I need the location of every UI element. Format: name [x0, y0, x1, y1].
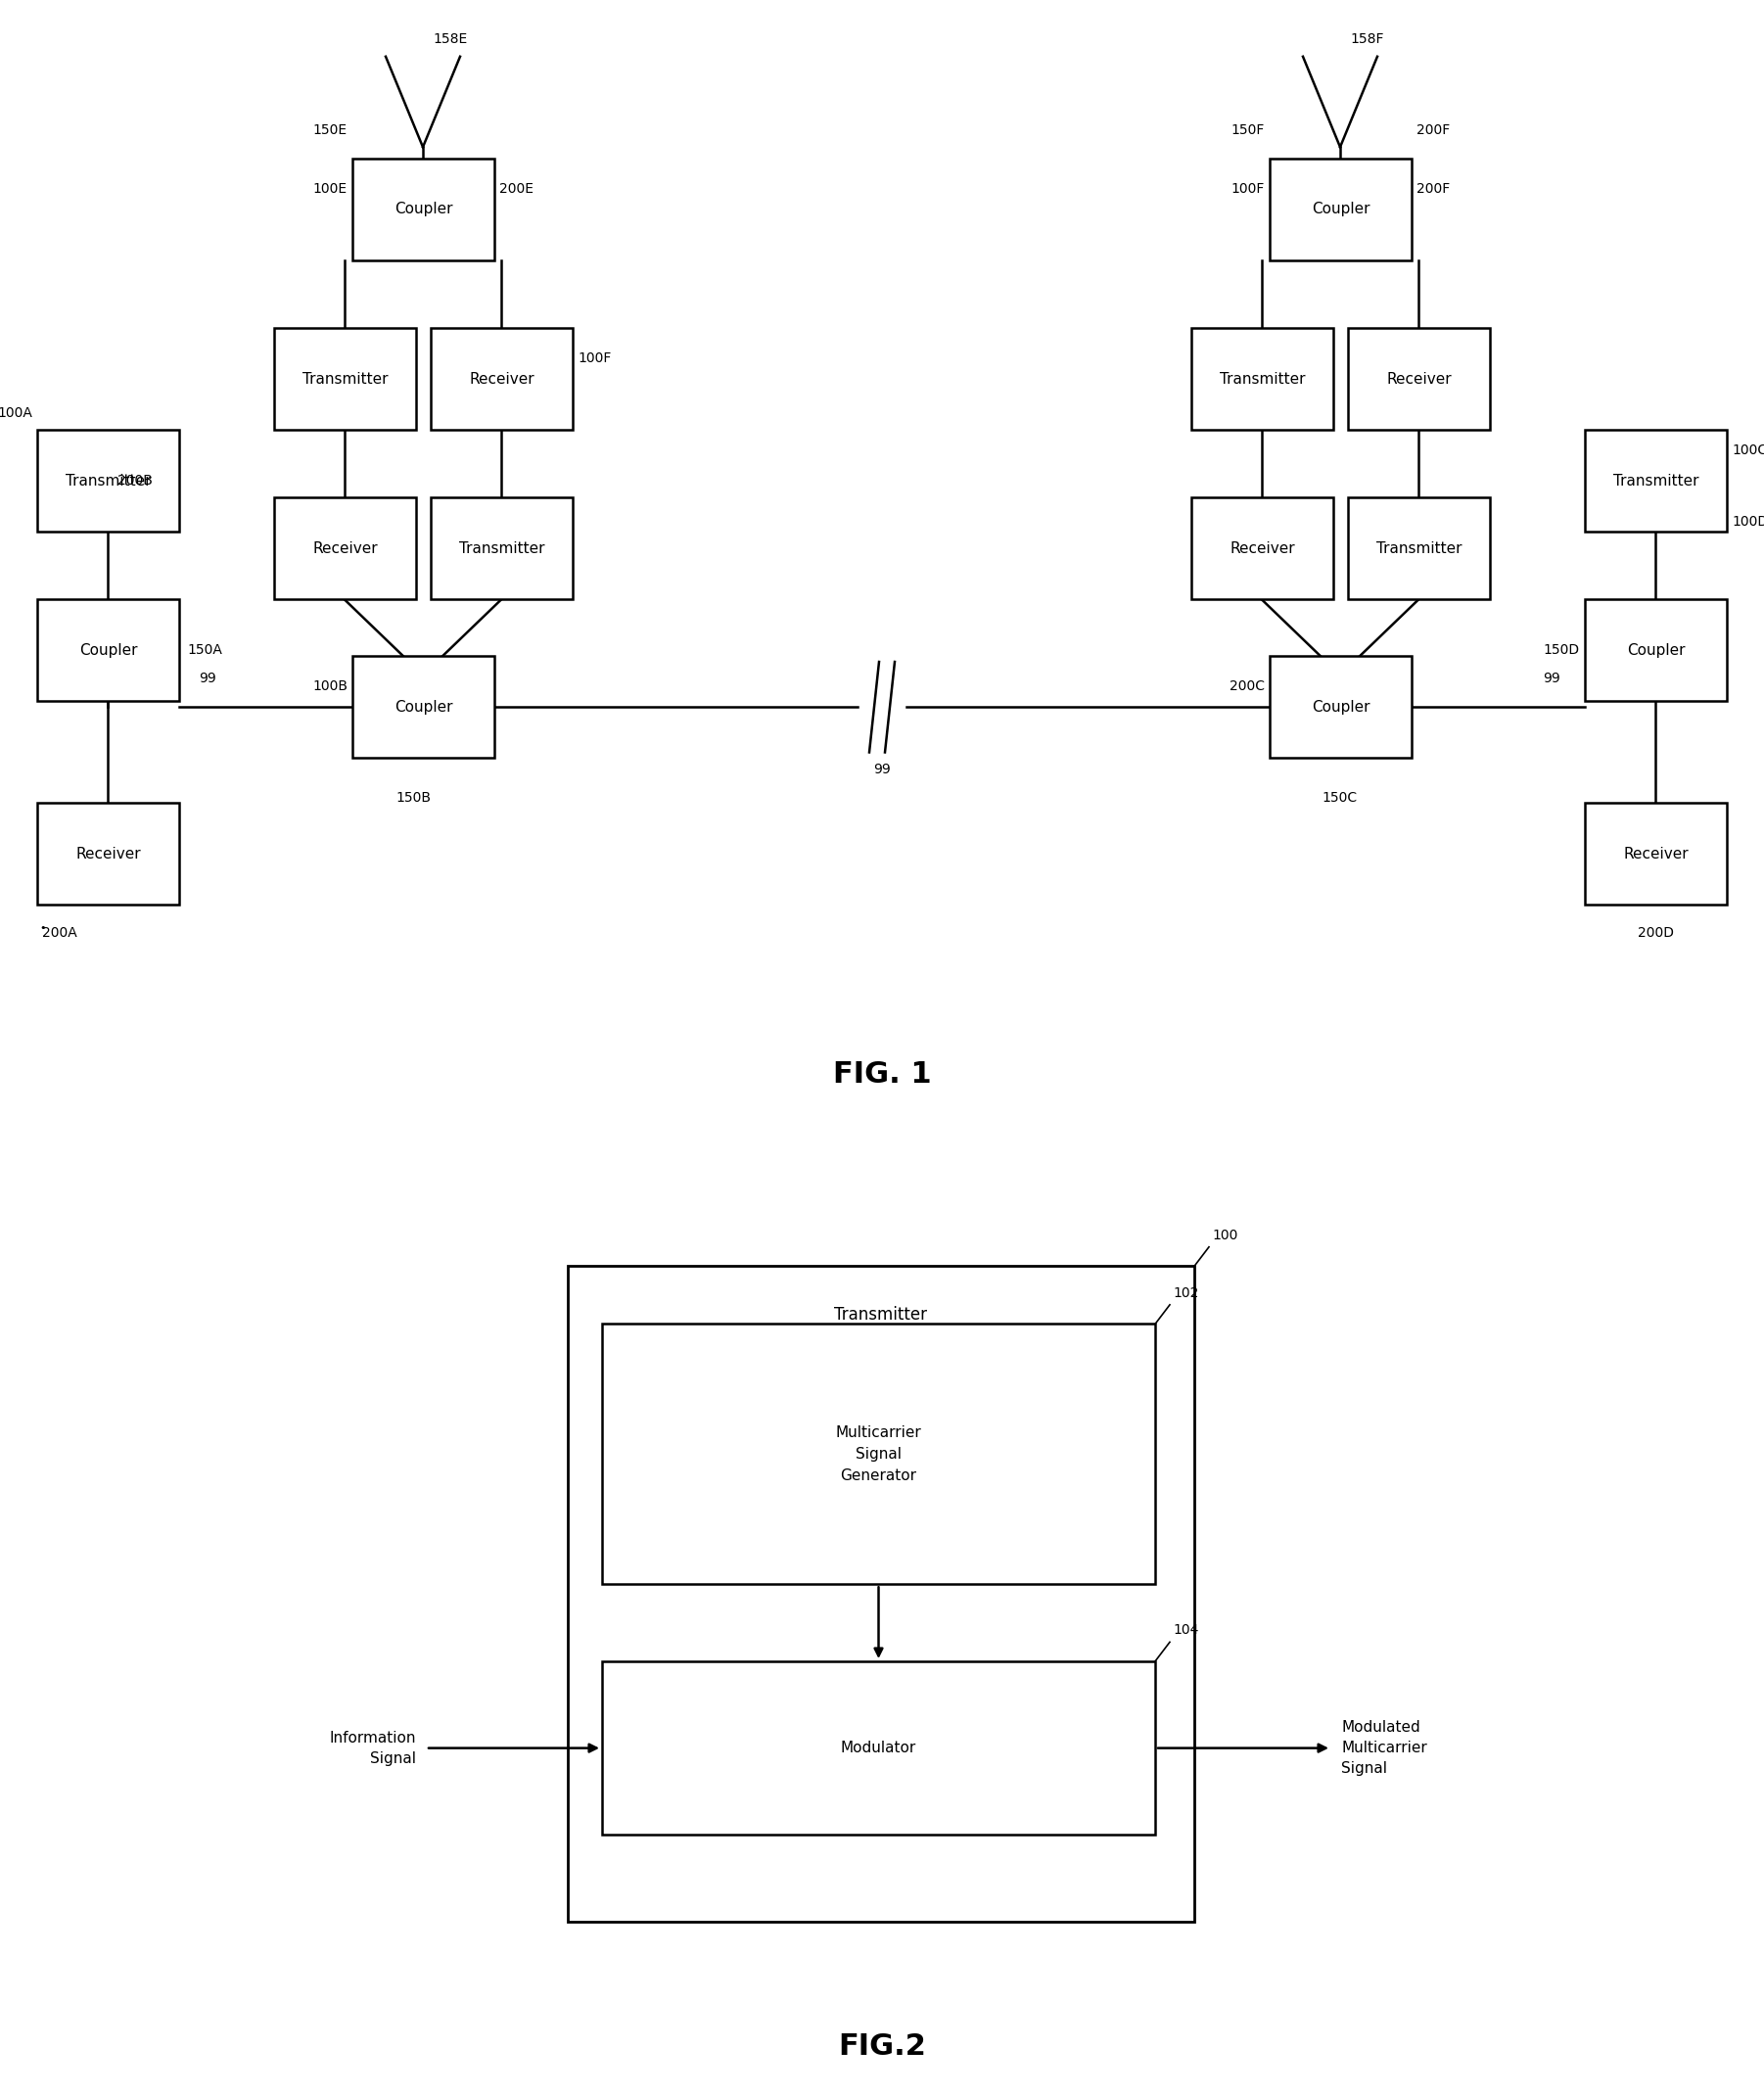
Text: 100F: 100F [577, 352, 610, 365]
Bar [273, 499, 416, 599]
Text: 158F: 158F [1349, 34, 1383, 46]
Text: Coupler: Coupler [1311, 700, 1369, 714]
Bar [37, 802, 180, 905]
Text: Transmitter: Transmitter [459, 541, 545, 555]
Text: Information
Signal: Information Signal [330, 1730, 416, 1766]
Text: Transmitter: Transmitter [1612, 473, 1699, 488]
Bar [1191, 329, 1334, 429]
Text: 200E: 200E [499, 182, 533, 195]
Bar [37, 429, 180, 532]
Bar [353, 656, 494, 758]
Text: Transmitter: Transmitter [302, 371, 388, 385]
Text: 150B: 150B [395, 790, 430, 804]
Text: Receiver: Receiver [1230, 541, 1295, 555]
Text: 100C: 100C [1732, 444, 1764, 457]
Text: 150E: 150E [314, 124, 348, 136]
Text: 100A: 100A [0, 406, 32, 419]
Text: 200C: 200C [1230, 681, 1265, 693]
Text: 200A: 200A [42, 926, 78, 941]
Text: 99: 99 [873, 763, 891, 775]
Text: 200F: 200F [1416, 124, 1450, 136]
Bar [353, 159, 494, 260]
Text: Receiver: Receiver [1387, 371, 1452, 385]
Bar [602, 1324, 1155, 1584]
Text: Coupler: Coupler [395, 700, 453, 714]
Bar [1270, 656, 1411, 758]
Bar [1270, 159, 1411, 260]
Text: 104: 104 [1173, 1624, 1198, 1638]
Text: Coupler: Coupler [1626, 643, 1685, 658]
Text: 200F: 200F [1416, 182, 1450, 195]
Bar [430, 329, 573, 429]
Text: •: • [39, 922, 46, 932]
Text: 102: 102 [1173, 1286, 1198, 1299]
Bar [1348, 499, 1491, 599]
Text: Coupler: Coupler [1311, 201, 1369, 216]
Text: 150C: 150C [1323, 790, 1358, 804]
Text: 99: 99 [1544, 672, 1561, 685]
Bar [430, 499, 573, 599]
Bar [1584, 599, 1727, 702]
Text: Transmitter: Transmitter [1376, 541, 1462, 555]
Text: Transmitter: Transmitter [1219, 371, 1305, 385]
Text: 200D: 200D [1637, 926, 1674, 941]
Text: Multicarrier
Signal
Generator: Multicarrier Signal Generator [836, 1425, 921, 1483]
Bar [568, 1265, 1194, 1921]
Text: 100D: 100D [1732, 515, 1764, 528]
Text: 150A: 150A [187, 643, 222, 658]
Text: 200B: 200B [118, 473, 153, 488]
Bar [1584, 429, 1727, 532]
Text: Transmitter: Transmitter [834, 1305, 928, 1324]
Bar [602, 1661, 1155, 1835]
Text: Receiver: Receiver [1623, 846, 1688, 861]
Text: 100: 100 [1212, 1228, 1238, 1242]
Text: Modulator: Modulator [841, 1741, 916, 1756]
Bar [1191, 499, 1334, 599]
Text: 150F: 150F [1231, 124, 1265, 136]
Text: Receiver: Receiver [312, 541, 377, 555]
Text: 100B: 100B [312, 681, 348, 693]
Text: 100F: 100F [1231, 182, 1265, 195]
Text: Receiver: Receiver [76, 846, 141, 861]
Text: Modulated
Multicarrier
Signal: Modulated Multicarrier Signal [1341, 1720, 1427, 1777]
Text: 150D: 150D [1544, 643, 1581, 658]
Text: Coupler: Coupler [79, 643, 138, 658]
Bar [1348, 329, 1491, 429]
Text: 158E: 158E [432, 34, 467, 46]
Bar [1584, 802, 1727, 905]
Text: Receiver: Receiver [469, 371, 534, 385]
Text: FIG.2: FIG.2 [838, 2032, 926, 2061]
Text: FIG. 1: FIG. 1 [833, 1060, 931, 1089]
Text: Coupler: Coupler [395, 201, 453, 216]
Text: 99: 99 [199, 672, 217, 685]
Bar [273, 329, 416, 429]
Text: Transmitter: Transmitter [65, 473, 152, 488]
Text: 100E: 100E [314, 182, 348, 195]
Bar [37, 599, 180, 702]
